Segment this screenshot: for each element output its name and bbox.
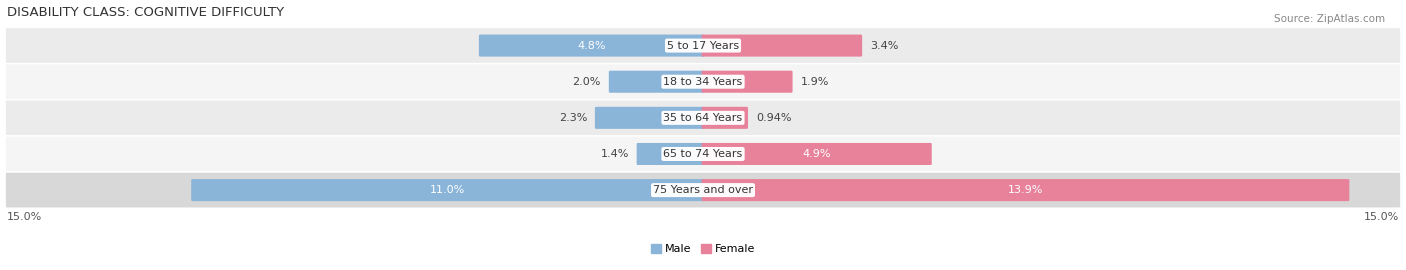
FancyBboxPatch shape — [702, 71, 793, 93]
FancyBboxPatch shape — [6, 28, 1400, 64]
Text: 15.0%: 15.0% — [7, 212, 42, 222]
FancyBboxPatch shape — [479, 35, 704, 57]
FancyBboxPatch shape — [595, 107, 704, 129]
Text: 5 to 17 Years: 5 to 17 Years — [666, 40, 740, 50]
Text: 18 to 34 Years: 18 to 34 Years — [664, 77, 742, 87]
Legend: Male, Female: Male, Female — [647, 239, 759, 259]
FancyBboxPatch shape — [6, 172, 1400, 208]
Text: DISABILITY CLASS: COGNITIVE DIFFICULTY: DISABILITY CLASS: COGNITIVE DIFFICULTY — [7, 6, 284, 19]
Text: 4.9%: 4.9% — [803, 149, 831, 159]
FancyBboxPatch shape — [6, 136, 1400, 172]
FancyBboxPatch shape — [6, 64, 1400, 100]
Text: 11.0%: 11.0% — [430, 185, 465, 195]
Text: 13.9%: 13.9% — [1008, 185, 1043, 195]
FancyBboxPatch shape — [702, 107, 748, 129]
Text: 35 to 64 Years: 35 to 64 Years — [664, 113, 742, 123]
Text: 1.4%: 1.4% — [600, 149, 628, 159]
Text: 3.4%: 3.4% — [870, 40, 898, 50]
Text: Source: ZipAtlas.com: Source: ZipAtlas.com — [1274, 14, 1385, 23]
FancyBboxPatch shape — [702, 143, 932, 165]
FancyBboxPatch shape — [6, 100, 1400, 136]
Text: 75 Years and over: 75 Years and over — [652, 185, 754, 195]
FancyBboxPatch shape — [702, 35, 862, 57]
Text: 4.8%: 4.8% — [578, 40, 606, 50]
Text: 2.0%: 2.0% — [572, 77, 600, 87]
Text: 0.94%: 0.94% — [756, 113, 792, 123]
FancyBboxPatch shape — [702, 179, 1350, 201]
Text: 15.0%: 15.0% — [1364, 212, 1399, 222]
FancyBboxPatch shape — [637, 143, 704, 165]
Text: 1.9%: 1.9% — [800, 77, 828, 87]
FancyBboxPatch shape — [609, 71, 704, 93]
Text: 2.3%: 2.3% — [558, 113, 586, 123]
Text: 65 to 74 Years: 65 to 74 Years — [664, 149, 742, 159]
FancyBboxPatch shape — [191, 179, 704, 201]
